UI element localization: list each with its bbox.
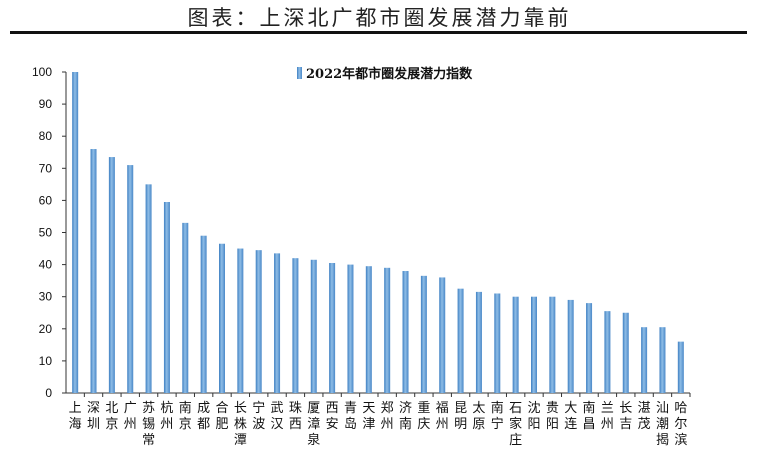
y-tick-label: 80 [39, 129, 53, 143]
x-tick-label: 长株潭 [234, 401, 247, 448]
bar-珠西 [292, 258, 299, 393]
bar-济南 [402, 271, 409, 393]
x-tick-label: 深圳 [87, 401, 100, 432]
legend-swatch [297, 67, 302, 79]
y-tick-label: 60 [39, 193, 53, 207]
bar-青岛 [347, 264, 354, 393]
bar-太原 [475, 291, 482, 393]
x-tick-label: 长吉 [619, 401, 632, 432]
bar-天津 [365, 266, 372, 393]
x-tick-label: 重庆 [417, 400, 430, 432]
x-tick-label: 南昌 [583, 400, 596, 432]
y-tick-label: 70 [39, 161, 53, 175]
title-underline [10, 31, 747, 34]
x-tick-label: 北京 [105, 401, 118, 432]
y-tick-label: 40 [39, 258, 53, 272]
x-tick-label: 天津 [362, 401, 375, 432]
bar-杭州 [163, 202, 170, 393]
x-tick-label: 兰州 [601, 401, 614, 432]
category-labels: 上海深圳北京广州苏锡常杭州南京成都合肥长株潭宁波武汉珠西厦漳泉西安青岛天津郑州济… [69, 400, 688, 448]
bar-长吉 [622, 312, 629, 393]
bar-大连 [567, 299, 574, 393]
y-tick-label: 90 [39, 97, 53, 111]
bar-北京 [108, 157, 115, 393]
y-tick-label: 30 [39, 290, 53, 304]
bar-湛茂 [641, 327, 648, 393]
bar-合肥 [219, 243, 225, 393]
x-tick-label: 上海 [69, 401, 82, 432]
bar-广州 [127, 165, 134, 393]
y-tick-label: 100 [32, 65, 52, 79]
bar-哈尔滨 [677, 341, 684, 393]
x-tick-label: 厦漳泉 [307, 401, 320, 448]
bar-福州 [439, 277, 446, 393]
x-tick-label: 南京 [179, 400, 192, 432]
bar-汕潮揭 [659, 327, 666, 393]
x-tick-label: 太原 [472, 401, 485, 432]
bar-深圳 [90, 149, 97, 393]
bar-长株潭 [237, 248, 244, 393]
x-tick-label: 沈阳 [527, 401, 540, 432]
x-tick-label: 苏锡常 [142, 400, 155, 448]
x-tick-label: 湛茂 [638, 401, 651, 432]
bar-西安 [329, 262, 336, 393]
x-tick-label: 珠西 [289, 401, 302, 432]
x-tick-label: 合肥 [215, 401, 228, 432]
bar-石家庄 [512, 296, 519, 393]
x-tick-label: 杭州 [160, 401, 173, 432]
bar-厦漳泉 [310, 259, 317, 393]
y-tick-label: 50 [39, 226, 53, 240]
x-tick-label: 郑州 [381, 401, 394, 432]
y-tick-label: 10 [39, 354, 53, 368]
bar-兰州 [604, 311, 611, 393]
bar-昆明 [457, 288, 464, 393]
bar-苏锡常 [145, 184, 152, 393]
x-tick-label: 大连 [564, 401, 577, 432]
bar-南宁 [494, 293, 501, 393]
x-tick-label: 济南 [399, 401, 412, 432]
bar-郑州 [384, 267, 391, 393]
x-tick-label: 汕潮揭 [656, 401, 669, 448]
x-tick-label: 西安 [326, 401, 339, 432]
x-tick-label: 贵阳 [546, 401, 559, 432]
x-tick-label: 石家庄 [509, 401, 522, 448]
bar-宁波 [255, 250, 262, 393]
bar-贵阳 [549, 296, 556, 393]
x-tick-label: 南宁 [491, 400, 504, 432]
x-tick-label: 广州 [124, 401, 137, 432]
page-title: 图表：上深北广都市圈发展潜力靠前 [187, 6, 572, 30]
legend: 2022年都市圈发展潜力指数 [297, 66, 473, 82]
x-tick-label: 宁波 [252, 400, 265, 432]
x-tick-label: 昆明 [454, 401, 467, 432]
x-tick-label: 福州 [436, 401, 449, 432]
bar-上海 [72, 72, 79, 393]
legend-label: 2022年都市圈发展潜力指数 [306, 66, 473, 82]
bar-成都 [200, 235, 207, 393]
x-tick-label: 成都 [197, 401, 210, 432]
y-tick-label: 20 [39, 322, 53, 336]
bar-沈阳 [531, 296, 537, 393]
bar-重庆 [420, 275, 427, 393]
axes: 0 10 20 30 40 50 60 70 80 90 100 [32, 65, 691, 400]
bar-南昌 [586, 303, 593, 393]
bar-chart: 0 10 20 30 40 50 60 70 80 90 100 上海深圳北京广州苏锡常杭州南京成都… [32, 65, 691, 448]
x-tick-label: 哈尔滨 [674, 401, 687, 448]
x-tick-label: 武汉 [271, 401, 284, 432]
bar-武汉 [274, 253, 281, 393]
y-tick-label: 0 [45, 386, 52, 400]
bar-南京 [182, 222, 189, 393]
bars [72, 72, 684, 393]
x-tick-label: 青岛 [344, 401, 357, 432]
